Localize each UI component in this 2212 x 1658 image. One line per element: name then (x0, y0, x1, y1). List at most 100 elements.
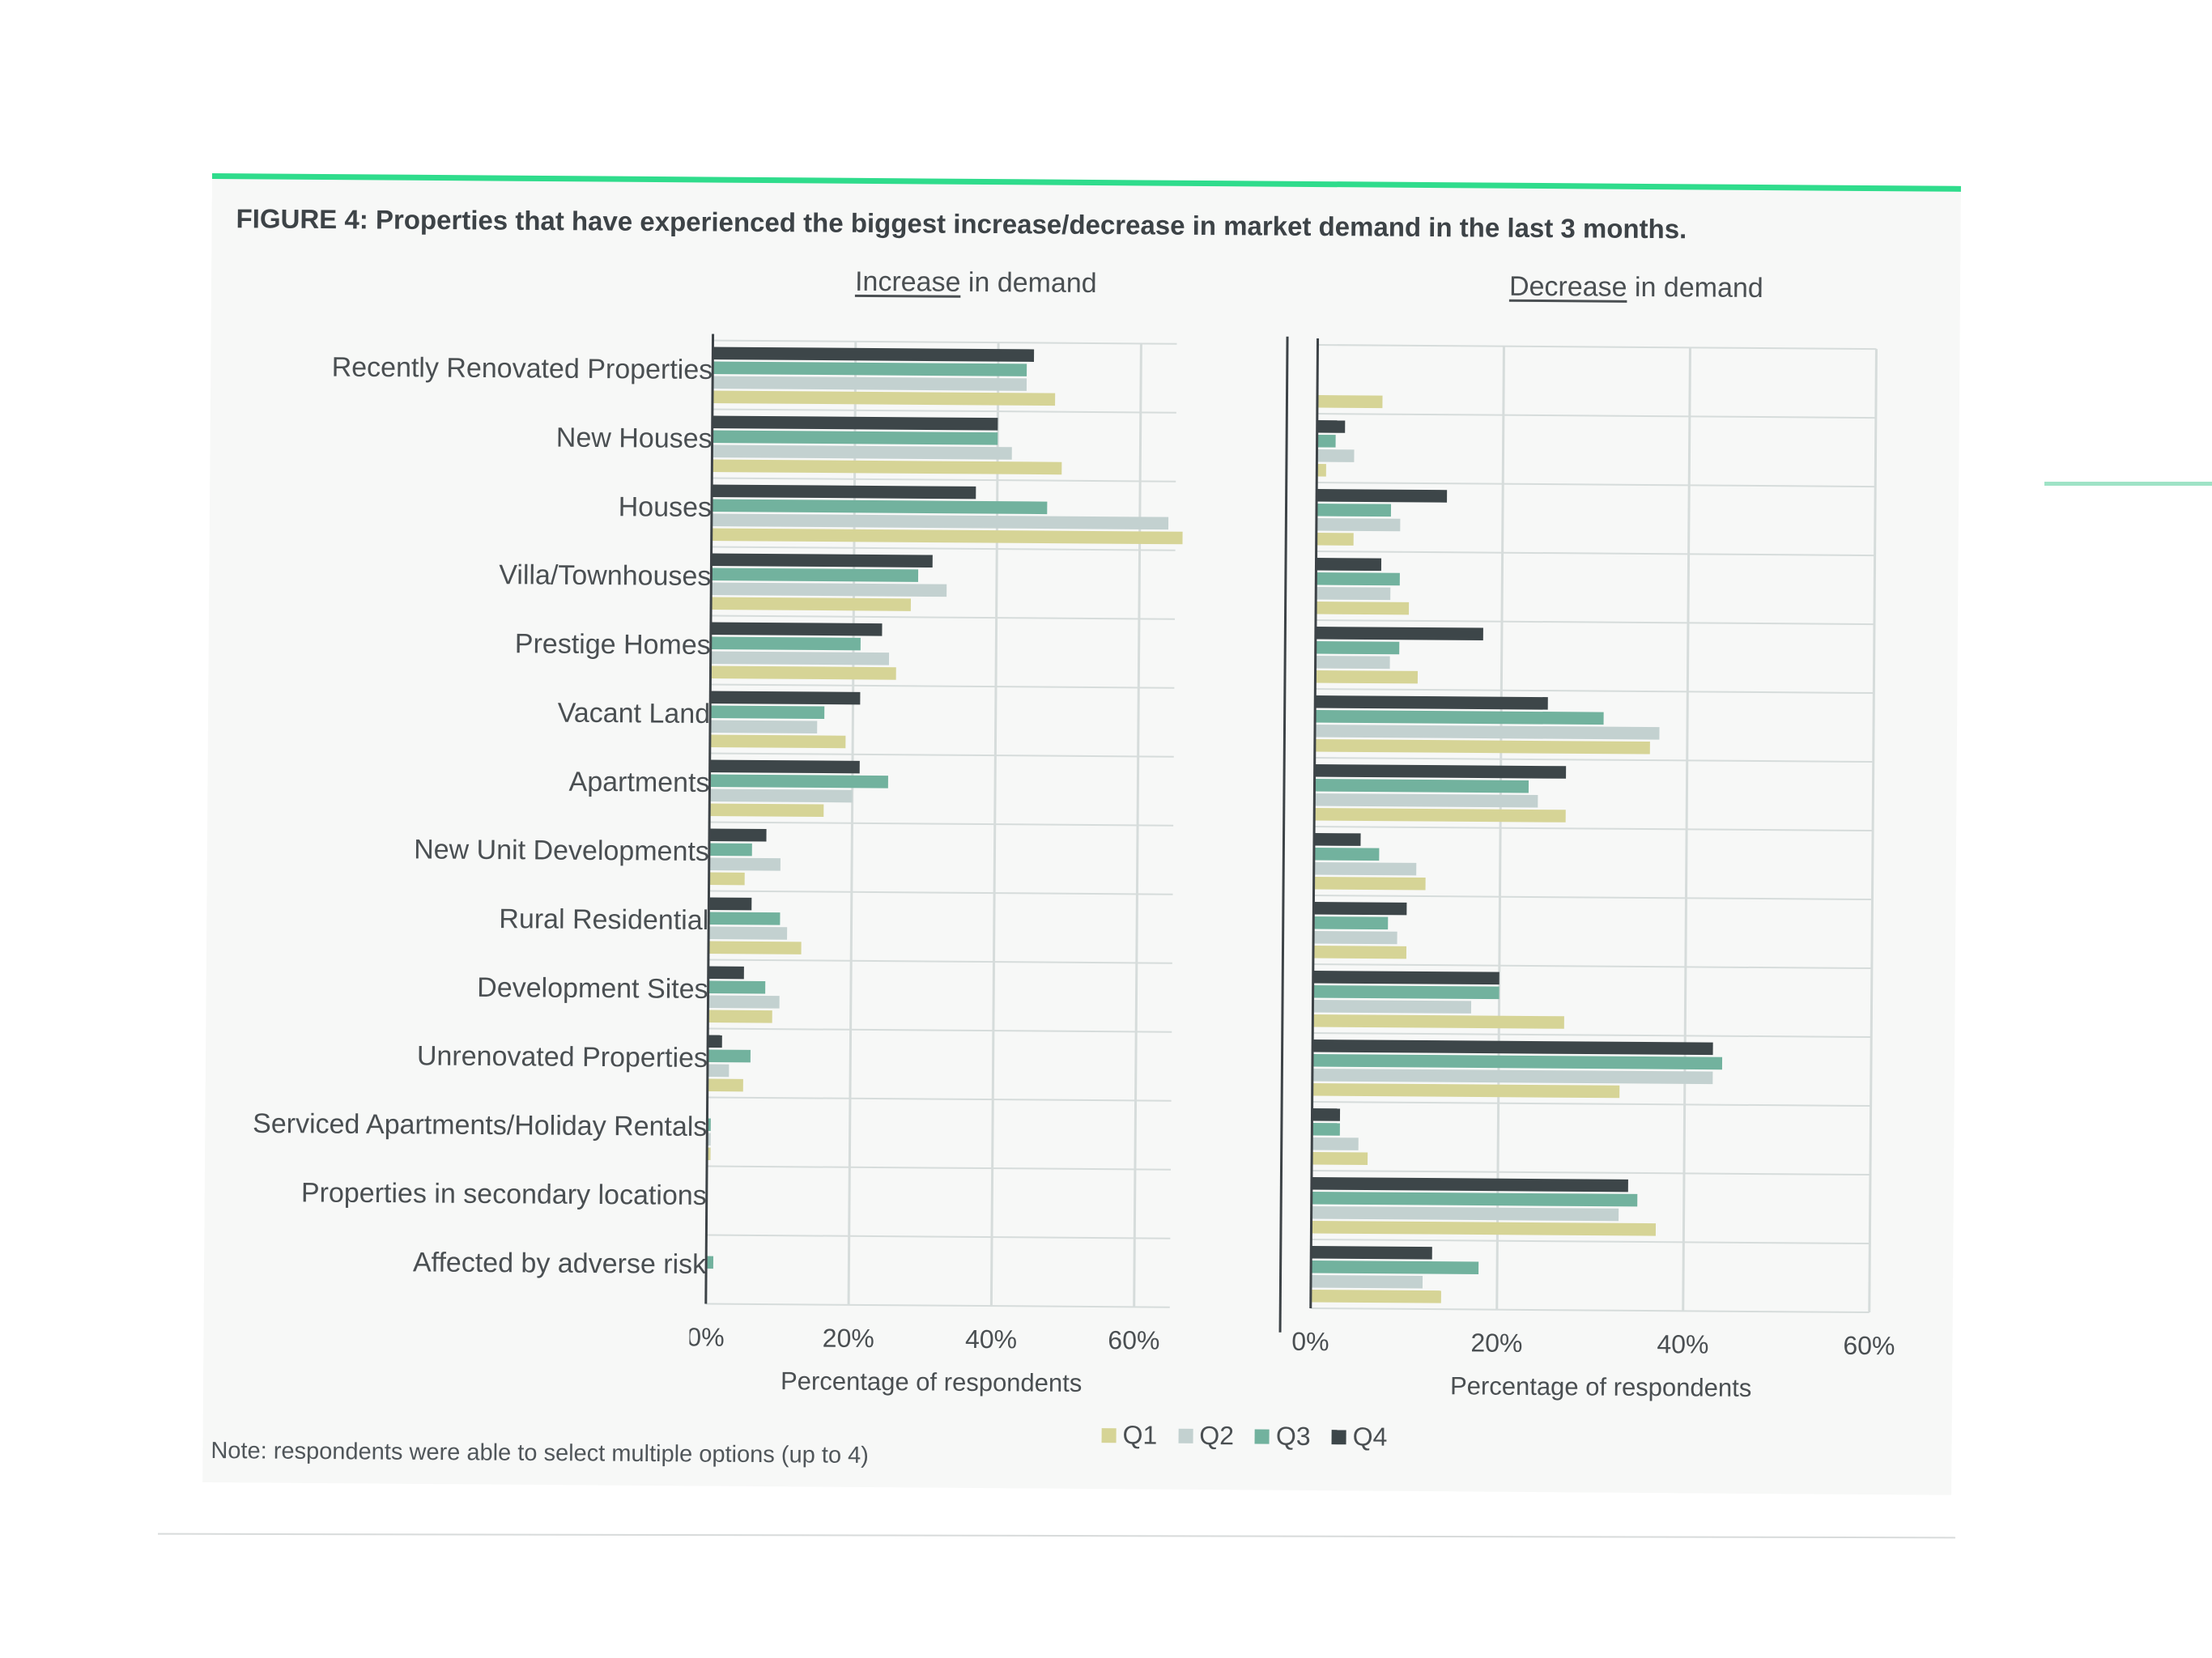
legend-label-q1: Q1 (1122, 1420, 1158, 1450)
legend: Q1 Q2 Q3 Q4 (1101, 1420, 1387, 1452)
increase-bar-q2-unrenovated-properties (707, 1064, 730, 1078)
bottom-rule (158, 1533, 1955, 1539)
increase-bar-q2-villa-townhouses (711, 582, 947, 597)
increase-bar-q4-houses (712, 484, 976, 500)
category-label-rural-residential: Rural Residential (499, 903, 709, 936)
increase-bar-q1-villa-townhouses (711, 597, 912, 611)
decrease-bar-q3-new-houses (1317, 435, 1336, 448)
decrease-gridline-h (1315, 688, 1874, 695)
increase-bar-q1-unrenovated-properties (707, 1078, 743, 1092)
increase-title-rest: in demand (960, 266, 1097, 300)
decrease-bar-q2-unrenovated-properties (1312, 1068, 1713, 1085)
decrease-tick-label: 0% (1292, 1327, 1329, 1356)
increase-y-axis-line (704, 334, 715, 1304)
increase-bar-q3-villa-townhouses (711, 568, 919, 582)
decrease-bar-q4-vacant-land (1315, 695, 1548, 710)
category-label-vacant-land: Vacant Land (557, 697, 711, 729)
legend-swatch-q1 (1101, 1427, 1117, 1443)
decrease-bar-q1-unrenovated-properties (1312, 1082, 1620, 1099)
increase-bar-q2-prestige-homes (710, 651, 890, 665)
decrease-bar-q2-prestige-homes (1315, 656, 1390, 670)
decrease-bar-q4-prestige-homes (1315, 627, 1483, 641)
decrease-gridline-h (1312, 1100, 1871, 1107)
increase-chart: 0% 20% 40% 60% (689, 334, 1183, 1355)
decrease-bar-q4-new-unit-developments (1313, 832, 1361, 846)
decrease-bar-q3-prestige-homes (1315, 641, 1400, 655)
legend-label-q2: Q2 (1199, 1420, 1235, 1451)
decrease-bar-q4-villa-townhouses (1316, 558, 1382, 572)
increase-bar-q2-development-sites (708, 995, 780, 1009)
decrease-bar-q3-unrenovated-properties (1312, 1053, 1723, 1070)
increase-gridline-h (711, 546, 1176, 551)
increase-bar-q1-vacant-land (709, 734, 846, 749)
decrease-bar-q4-properties-in-secondary-locations (1311, 1176, 1628, 1192)
increase-bar-q3-rural-residential (708, 912, 781, 925)
decrease-gridline-h (1317, 482, 1876, 488)
decrease-bar-q3-properties-in-secondary-locations (1311, 1191, 1638, 1207)
decrease-gridline-h (1314, 757, 1874, 763)
increase-bar-q3-houses (711, 499, 1048, 515)
category-label-affected-by-adverse-risk: Affected by adverse risk (412, 1246, 707, 1280)
decrease-bar-q3-new-unit-developments (1313, 847, 1380, 861)
increase-bar-q4-apartments (709, 759, 860, 774)
decrease-tick-label: 60% (1843, 1331, 1895, 1360)
increase-bar-q1-new-houses (712, 459, 1062, 475)
increase-bar-q4-new-unit-developments (708, 828, 767, 842)
legend-item-q4: Q4 (1331, 1422, 1388, 1452)
increase-gridline-h (706, 1234, 1171, 1239)
legend-label-q4: Q4 (1352, 1422, 1388, 1452)
decrease-bar-q2-villa-townhouses (1316, 587, 1391, 601)
increase-bar-q3-recently-renovated-properties (713, 361, 1027, 376)
increase-gridline-h (709, 821, 1174, 827)
decrease-gridline-h (1312, 963, 1872, 970)
decrease-bar-q3-serviced-apartments-holiday-rentals (1312, 1122, 1340, 1136)
decrease-bar-q2-rural-residential (1313, 930, 1397, 945)
increase-gridline-h (713, 339, 1177, 345)
legend-item-q2: Q2 (1178, 1421, 1234, 1452)
increase-bar-q4-vacant-land (710, 691, 861, 705)
category-label-new-houses: New Houses (555, 422, 713, 454)
decrease-title-rest: in demand (1627, 271, 1763, 304)
decrease-bar-q3-rural-residential (1313, 916, 1389, 930)
increase-bar-q3-new-houses (712, 430, 998, 445)
increase-bar-q2-apartments (709, 789, 853, 803)
decrease-panel-title: Decrease in demand (1509, 271, 1763, 304)
legend-swatch-q4 (1331, 1429, 1346, 1444)
decrease-bar-q1-serviced-apartments-holiday-rentals (1312, 1151, 1368, 1165)
increase-gridline-h (710, 683, 1175, 689)
increase-bar-q2-new-unit-developments (708, 857, 781, 871)
category-label-apartments: Apartments (568, 766, 710, 798)
legend-item-q3: Q3 (1254, 1421, 1311, 1452)
increase-bar-q4-new-houses (712, 415, 998, 431)
increase-bar-q4-villa-townhouses (711, 553, 933, 568)
decrease-tick-label: 40% (1657, 1329, 1708, 1358)
category-labels: Recently Renovated Properties New Houses H… (202, 179, 714, 1486)
increase-bar-q2-houses (711, 513, 1169, 530)
decrease-gridline-h (1311, 1169, 1870, 1176)
decrease-bar-q2-new-houses (1317, 449, 1355, 462)
increase-bar-q1-new-unit-developments (708, 872, 745, 886)
increase-gridline-h (707, 1165, 1172, 1171)
decrease-bar-q3-vacant-land (1315, 710, 1604, 725)
category-label-serviced-apartments-holiday-rentals: Serviced Apartments/Holiday Rentals (252, 1107, 708, 1142)
decrease-gridline-h (1317, 413, 1876, 419)
legend-label-q3: Q3 (1275, 1421, 1311, 1451)
decrease-bar-q1-apartments (1314, 807, 1566, 823)
decrease-bar-q4-affected-by-adverse-risk (1311, 1245, 1432, 1260)
category-label-new-unit-developments: New Unit Developments (414, 833, 710, 867)
decrease-bar-q2-serviced-apartments-holiday-rentals (1312, 1137, 1359, 1150)
category-label-development-sites: Development Sites (477, 971, 708, 1005)
decrease-bar-q2-new-unit-developments (1313, 861, 1417, 876)
legend-swatch-q3 (1254, 1428, 1270, 1444)
decrease-title-underlined: Decrease (1508, 270, 1627, 303)
decrease-bar-q3-affected-by-adverse-risk (1311, 1260, 1479, 1275)
decrease-gridline-h (1313, 894, 1873, 901)
category-label-villa-townhouses: Villa/Townhouses (499, 559, 712, 592)
increase-gridline-h (712, 408, 1176, 414)
increase-bar-q1-development-sites (708, 1010, 772, 1023)
decrease-gridline-h (1316, 551, 1875, 557)
category-label-prestige-homes: Prestige Homes (514, 627, 711, 661)
decrease-bar-q4-unrenovated-properties (1312, 1039, 1713, 1056)
increase-gridline-h (705, 1303, 1170, 1308)
